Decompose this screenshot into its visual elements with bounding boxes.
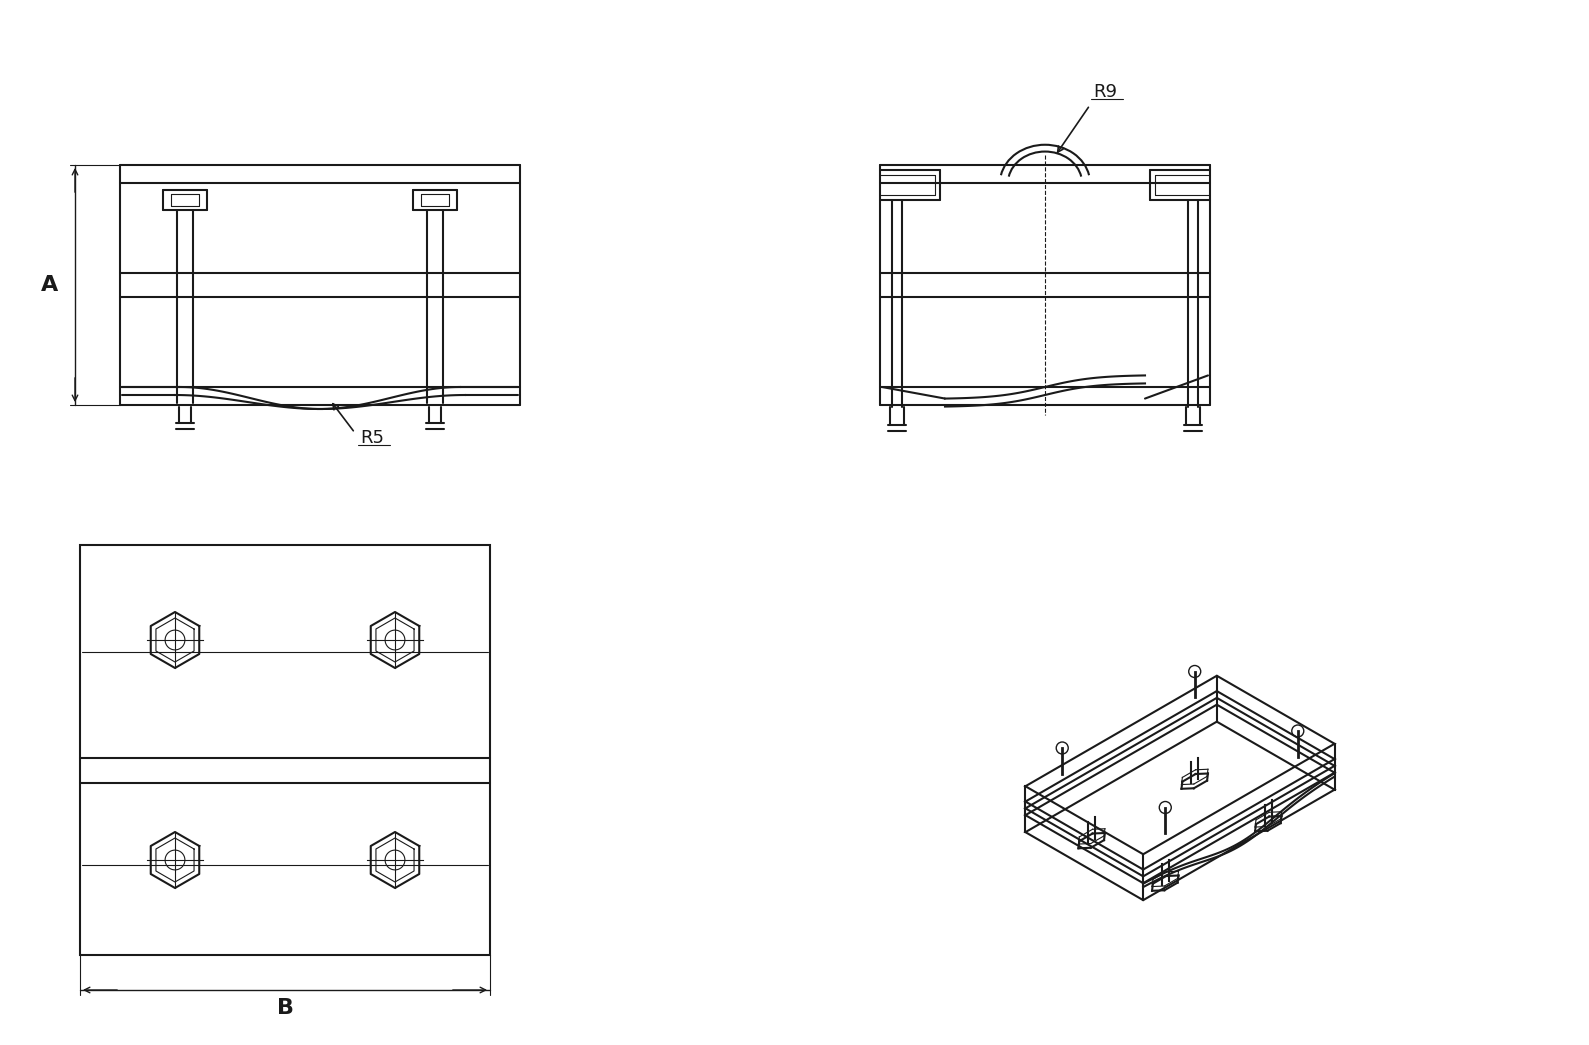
Text: A: A bbox=[41, 275, 59, 295]
Bar bbox=[79, 545, 489, 955]
Text: R9: R9 bbox=[1093, 83, 1117, 101]
Text: R5: R5 bbox=[361, 429, 385, 447]
Text: B: B bbox=[276, 998, 294, 1018]
